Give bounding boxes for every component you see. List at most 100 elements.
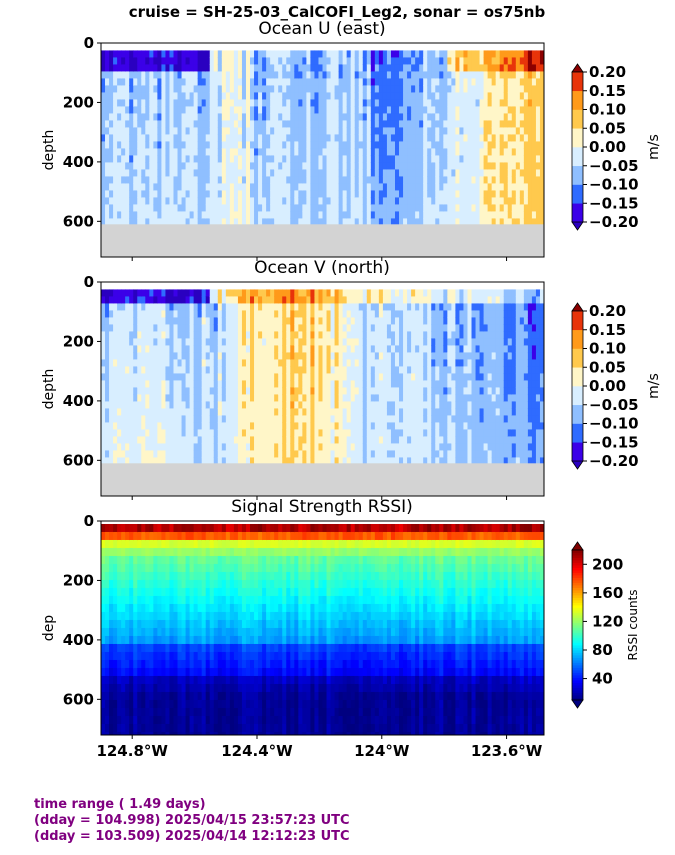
heatmap-cell xyxy=(310,176,316,185)
heatmap-cell xyxy=(298,345,303,354)
heatmap-cell xyxy=(109,352,114,361)
heatmap-cell xyxy=(225,64,231,73)
heatmap-cell xyxy=(531,85,537,94)
heatmap-cell xyxy=(165,296,171,305)
heatmap-cell xyxy=(149,169,154,178)
heatmap-cell xyxy=(121,169,126,178)
heatmap-cell xyxy=(294,64,299,73)
heatmap-cell xyxy=(205,92,211,101)
heatmap-cell xyxy=(382,317,388,326)
heatmap-cell xyxy=(523,134,529,143)
heatmap-cell xyxy=(245,155,251,164)
heatmap-cell xyxy=(326,366,332,375)
heatmap-cell xyxy=(165,190,171,199)
heatmap-cell xyxy=(266,331,271,340)
heatmap-cell xyxy=(431,155,436,164)
heatmap-cell xyxy=(233,155,239,164)
heatmap-cell xyxy=(121,422,126,431)
heatmap-cell xyxy=(294,183,299,192)
heatmap-cell xyxy=(282,429,287,438)
heatmap-cell xyxy=(241,85,247,94)
heatmap-cell xyxy=(346,450,352,459)
heatmap-cell xyxy=(447,190,452,199)
heatmap-cell xyxy=(169,141,175,150)
heatmap-cell xyxy=(274,387,279,396)
heatmap-cell xyxy=(294,99,299,108)
heatmap-cell xyxy=(173,443,179,452)
heatmap-cell xyxy=(447,401,452,410)
y-tick-label: 600 xyxy=(63,212,94,230)
heatmap-cell xyxy=(431,450,436,459)
heatmap-cell xyxy=(177,99,183,108)
heatmap-cell xyxy=(370,415,376,424)
heatmap-cell xyxy=(266,429,271,438)
heatmap-cell xyxy=(145,366,150,375)
heatmap-cell xyxy=(250,289,255,298)
heatmap-cell xyxy=(346,113,352,122)
heatmap-cell xyxy=(302,99,307,108)
heatmap-cell xyxy=(129,436,134,445)
heatmap-cell xyxy=(443,338,448,347)
heatmap-cell xyxy=(378,415,384,424)
heatmap-cell xyxy=(169,92,175,101)
heatmap-cell xyxy=(185,176,191,185)
heatmap-cell xyxy=(185,141,191,150)
heatmap-cell xyxy=(245,401,251,410)
heatmap-cell xyxy=(386,92,392,101)
heatmap-cell xyxy=(169,148,175,157)
heatmap-cell xyxy=(495,218,501,225)
heatmap-cell xyxy=(302,71,307,80)
heatmap-cell xyxy=(109,394,114,403)
heatmap-cell xyxy=(241,190,247,199)
heatmap-cell xyxy=(338,401,344,410)
heatmap-cell xyxy=(394,408,400,417)
heatmap-cell xyxy=(366,359,372,368)
heatmap-cell xyxy=(133,366,138,375)
heatmap-cell xyxy=(298,380,303,389)
heatmap-cell xyxy=(294,450,299,459)
heatmap-cell xyxy=(407,127,412,136)
heatmap-cell xyxy=(185,155,191,164)
heatmap-cell xyxy=(435,57,440,66)
heatmap-cell xyxy=(463,148,469,157)
heatmap-cell xyxy=(229,71,235,80)
heatmap-cell xyxy=(515,162,521,171)
heatmap-cell xyxy=(262,78,267,87)
heatmap-cell xyxy=(278,204,283,213)
heatmap-cell xyxy=(241,450,247,459)
heatmap-cell xyxy=(302,197,307,206)
heatmap-cell xyxy=(125,99,130,108)
heatmap-cell xyxy=(503,106,509,115)
heatmap-cell xyxy=(294,303,299,312)
heatmap-cell xyxy=(129,183,134,192)
heatmap-cell xyxy=(286,127,291,136)
heatmap-cell xyxy=(451,50,456,59)
heatmap-cell xyxy=(382,155,388,164)
heatmap-cell xyxy=(503,127,509,136)
heatmap-cell xyxy=(290,134,295,143)
heatmap-cell xyxy=(374,394,380,403)
heatmap-cell xyxy=(173,401,179,410)
heatmap-cell xyxy=(451,310,456,319)
heatmap-cell xyxy=(117,50,122,59)
heatmap-cell xyxy=(262,296,267,305)
heatmap-cell xyxy=(394,296,400,305)
heatmap-cell xyxy=(229,387,235,396)
heatmap-cell xyxy=(463,50,469,59)
heatmap-cell xyxy=(419,50,424,59)
heatmap-cell xyxy=(419,92,424,101)
heatmap-cell xyxy=(274,120,279,129)
heatmap-cell xyxy=(137,141,142,150)
heatmap-cell xyxy=(177,64,183,73)
heatmap-cell xyxy=(157,169,163,178)
heatmap-cell xyxy=(467,85,473,94)
heatmap-cell xyxy=(411,366,416,375)
heatmap-cell xyxy=(197,169,203,178)
heatmap-cell xyxy=(245,211,251,220)
heatmap-cell xyxy=(262,366,267,375)
heatmap-cell xyxy=(382,429,388,438)
heatmap-cell xyxy=(185,134,191,143)
heatmap-cell xyxy=(362,317,368,326)
heatmap-cell xyxy=(330,197,336,206)
heatmap-cell xyxy=(411,443,416,452)
